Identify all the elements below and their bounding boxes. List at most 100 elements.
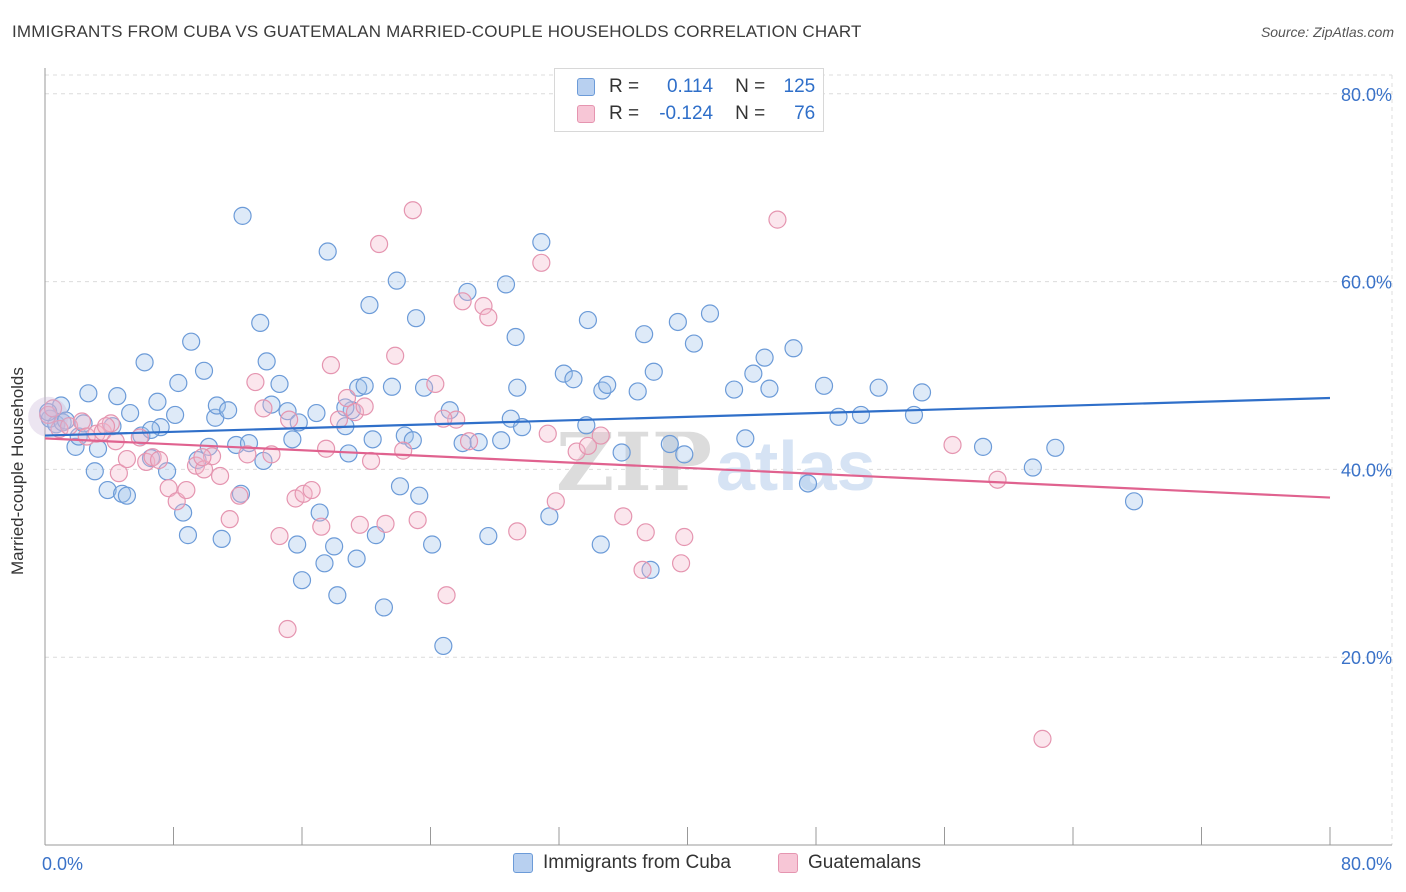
legend-item-guatemalans[interactable]: Guatemalans xyxy=(778,852,921,874)
cuba-point xyxy=(1124,492,1144,511)
guatemalans-point xyxy=(437,586,456,605)
cuba-point xyxy=(798,474,818,493)
guatemalans-point xyxy=(101,414,120,433)
cuba-point xyxy=(194,361,214,380)
cuba-point xyxy=(598,375,617,394)
cuba-point xyxy=(251,313,270,333)
cuba-point xyxy=(1023,458,1042,477)
watermark-atlas: atlas xyxy=(716,427,876,505)
series-legend: Immigrants from Cuba Guatemalans xyxy=(0,852,1406,876)
guatemalans-point xyxy=(210,466,230,486)
cuba-point xyxy=(612,443,631,462)
x-tick-label: 80.0% xyxy=(1341,854,1392,874)
guatemalans-point xyxy=(671,554,691,573)
guatemalans-point xyxy=(768,210,787,229)
cuba-point xyxy=(414,378,434,397)
guatemalans-swatch-icon xyxy=(577,105,595,123)
cuba-point xyxy=(219,401,238,420)
cuba-point xyxy=(784,339,803,358)
guatemalans-point xyxy=(426,374,445,394)
guatemalans-point xyxy=(350,515,369,534)
source-label: Source: ZipAtlas.com xyxy=(1260,24,1394,40)
cuba-point xyxy=(453,433,472,453)
cuba-point xyxy=(374,598,394,617)
guatemalans-point xyxy=(280,410,299,429)
cuba-point xyxy=(724,380,744,399)
guatemalans-point xyxy=(329,410,349,429)
cuba-point xyxy=(479,526,498,546)
guatemalans-point xyxy=(109,464,128,483)
cuba-point xyxy=(755,348,774,367)
cuba-point xyxy=(178,526,198,545)
watermark-zip: ZIP xyxy=(556,415,712,509)
guatemalans-legend-swatch-icon xyxy=(778,853,798,873)
legend-n-value-guatemalans: 76 xyxy=(794,103,816,124)
guatemalans-point xyxy=(636,523,655,542)
legend-r-label: R = xyxy=(609,76,640,97)
guatemalans-point xyxy=(370,234,389,254)
cuba-point xyxy=(315,554,334,573)
x-tick-label: 0.0% xyxy=(42,854,83,874)
cuba-point xyxy=(182,332,201,351)
cuba-point xyxy=(310,503,329,522)
cuba-point xyxy=(675,445,694,464)
cuba-point xyxy=(108,387,127,406)
legend-n-label: N = xyxy=(735,103,766,124)
cuba-point xyxy=(506,327,525,347)
guatemalans-point xyxy=(361,451,381,471)
cuba-point xyxy=(578,310,598,330)
cuba-point xyxy=(512,418,532,437)
cuba-point xyxy=(851,405,871,425)
cuba-point xyxy=(318,242,337,261)
cuba-point xyxy=(668,312,687,332)
guatemalans-point xyxy=(355,397,374,416)
cuba-point xyxy=(410,486,429,505)
cuba-trend-line xyxy=(44,396,1331,437)
guatemalans-point xyxy=(312,517,331,536)
guatemalans-trend-line xyxy=(44,437,1331,499)
guatemalans-point xyxy=(193,448,212,467)
cuba-point xyxy=(121,403,140,423)
guatemalans-point xyxy=(43,399,63,418)
guatemalans-point xyxy=(1033,729,1052,748)
legend-row-guatemalans: R = -0.124 N = 76 xyxy=(577,102,815,126)
guatemalans-point xyxy=(988,470,1007,489)
cuba-point xyxy=(660,434,679,454)
guatemalans-point xyxy=(254,399,273,418)
guatemalans-point xyxy=(376,514,395,533)
cuba-point xyxy=(135,353,154,372)
guatemalans-point xyxy=(459,432,479,451)
y-tick-label: 80.0% xyxy=(1341,85,1392,105)
legend-item-cuba[interactable]: Immigrants from Cuba xyxy=(513,852,731,874)
guatemalans-point xyxy=(117,449,137,469)
cuba-point xyxy=(233,206,252,225)
cuba-point xyxy=(760,379,779,398)
cuba-point xyxy=(635,325,654,344)
cuba-point xyxy=(912,383,932,402)
cuba-point xyxy=(307,403,326,423)
guatemalans-point xyxy=(474,296,493,316)
guatemalans-point xyxy=(202,447,222,466)
cuba-point xyxy=(973,437,993,456)
cuba-point xyxy=(458,282,477,302)
guatemalans-point xyxy=(633,560,652,579)
cuba-point xyxy=(508,378,527,397)
guatemalans-point xyxy=(538,424,557,443)
guatemalans-point xyxy=(394,441,413,460)
cuba-point xyxy=(423,535,442,554)
guatemalans-point xyxy=(302,480,321,500)
cuba-point xyxy=(98,480,117,500)
guatemalans-point xyxy=(675,527,694,547)
cuba-point xyxy=(169,373,188,393)
legend-item-guatemalans-label: Guatemalans xyxy=(808,852,922,873)
guatemalans-point xyxy=(508,522,527,541)
cuba-point xyxy=(117,486,137,505)
guatemalans-point xyxy=(479,308,498,327)
guatemalans-point xyxy=(337,388,357,408)
cuba-point xyxy=(593,381,612,400)
cuba-point xyxy=(207,396,226,415)
legend-r-value-cuba: 0.114 xyxy=(666,76,714,97)
guatemalans-point xyxy=(578,436,598,456)
guatemalans-point xyxy=(149,450,169,470)
